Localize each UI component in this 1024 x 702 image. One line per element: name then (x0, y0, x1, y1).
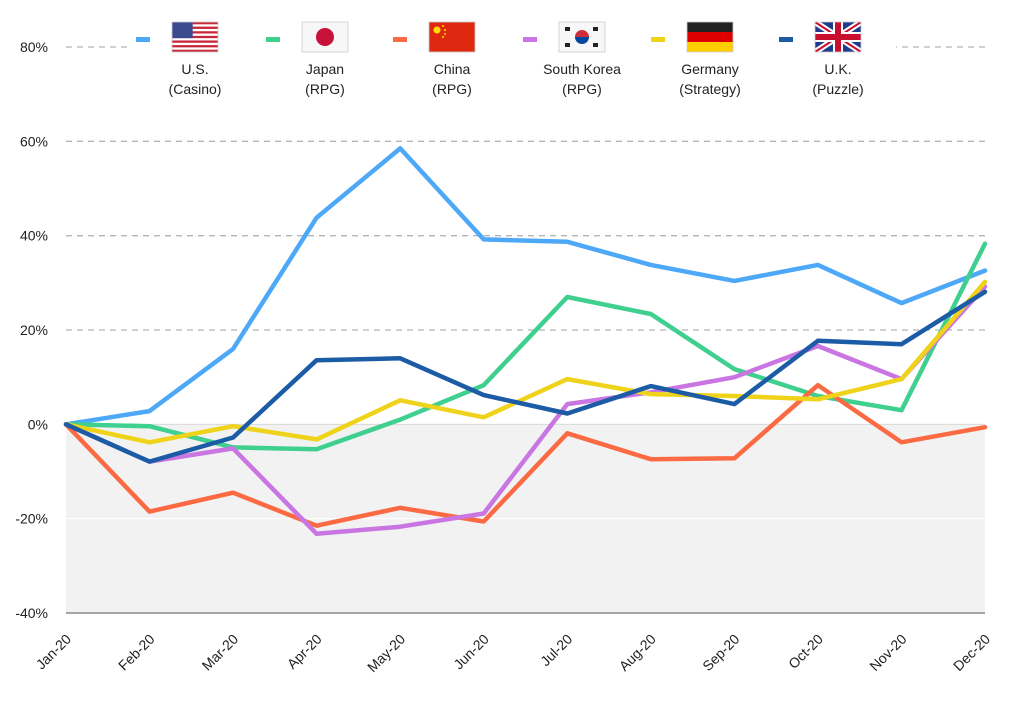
series-line-us (63, 146, 988, 427)
legend-sublabel: (RPG) (562, 81, 602, 97)
x-tick-label: May-20 (364, 631, 408, 675)
x-tick-label: Dec-20 (950, 631, 993, 674)
y-tick-label: 0% (28, 416, 48, 432)
x-tick-label: Aug-20 (616, 631, 659, 674)
legend-item: Germany (Strategy) (651, 21, 741, 97)
legend-item: Japan (RPG) (266, 21, 349, 97)
legend-sublabel: (Strategy) (679, 81, 740, 97)
x-tick-label: Nov-20 (866, 631, 909, 674)
us-flag-icon (172, 22, 218, 52)
legend-background (128, 14, 896, 102)
legend-sublabel: (RPG) (432, 81, 472, 97)
japan-flag-icon (302, 22, 348, 52)
x-tick-label: Feb-20 (115, 631, 158, 674)
germany-flag-icon (687, 22, 733, 52)
uk-flag-icon (815, 22, 861, 52)
legend-item: China (RPG) (393, 21, 476, 97)
china-flag-icon (429, 22, 475, 52)
series-line-japan (63, 241, 988, 452)
x-tick-label: Mar-20 (199, 631, 242, 674)
x-tick-label: Sep-20 (699, 631, 742, 674)
series-line-germany (63, 279, 988, 445)
legend-label: Japan (306, 61, 344, 77)
x-tick-label: Jun-20 (450, 631, 492, 673)
x-tick-label: Jan-20 (33, 631, 75, 673)
legend-label: Germany (681, 61, 739, 77)
x-tick-label: Apr-20 (284, 631, 325, 672)
legend-swatch (136, 37, 150, 42)
legend-label: U.K. (824, 61, 851, 77)
x-tick-label: Oct-20 (785, 631, 826, 672)
legend-sublabel: (Casino) (169, 81, 222, 97)
legend-swatch (523, 37, 537, 42)
y-tick-label: -40% (15, 605, 48, 621)
legend-item: South Korea (RPG) (523, 21, 621, 97)
y-tick-label: 60% (20, 133, 48, 149)
y-tick-label: -20% (15, 511, 48, 527)
legend-label: U.S. (181, 61, 208, 77)
y-tick-label: 80% (20, 39, 48, 55)
south-korea-flag-icon (559, 22, 605, 52)
legend-item: U.K. (Puzzle) (779, 21, 864, 97)
x-tick-label: Jul-20 (537, 631, 575, 669)
legend-swatch (393, 37, 407, 42)
legend-swatch (266, 37, 280, 42)
legend-sublabel: (Puzzle) (812, 81, 863, 97)
legend-swatch (779, 37, 793, 42)
legend-sublabel: (RPG) (305, 81, 345, 97)
y-tick-label: 20% (20, 322, 48, 338)
legend-label: South Korea (543, 61, 621, 77)
series-line-south-korea (63, 284, 988, 537)
series-line-uk (63, 289, 988, 464)
legend-label: China (434, 61, 471, 77)
y-tick-label: 40% (20, 228, 48, 244)
legend-item: U.S. (Casino) (136, 21, 222, 97)
legend-swatch (651, 37, 665, 42)
